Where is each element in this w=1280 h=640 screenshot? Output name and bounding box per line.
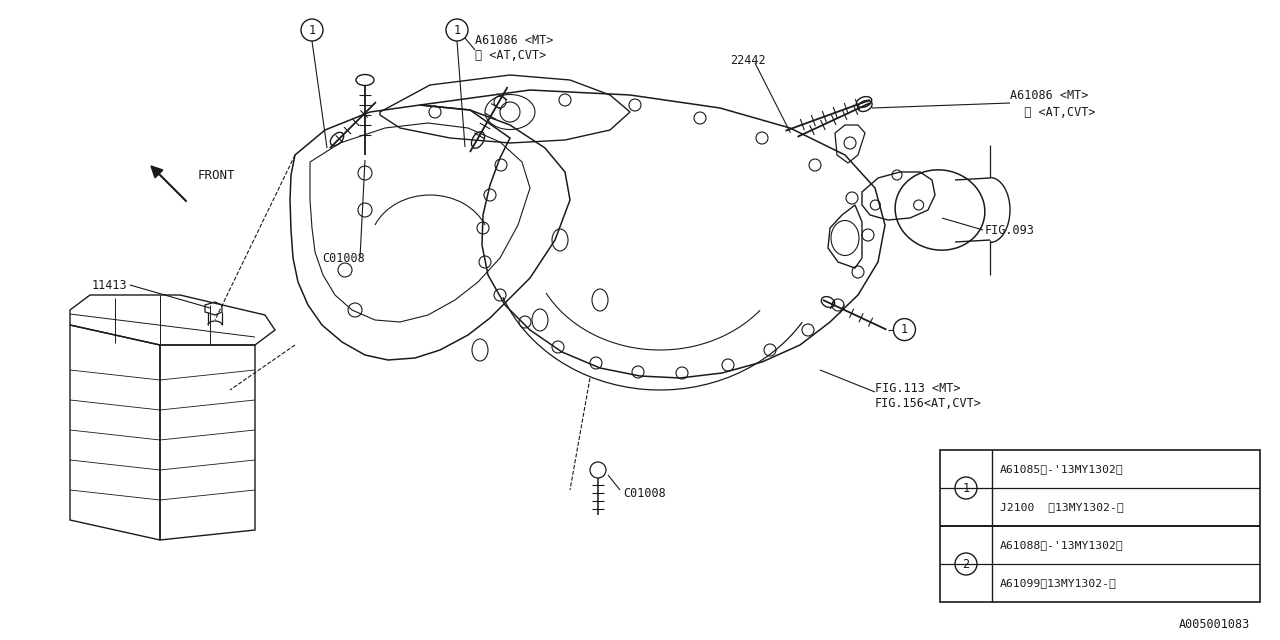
Text: J2100  （13MY1302-）: J2100 （13MY1302-）	[1000, 502, 1124, 512]
Text: FIG.113 <MT>: FIG.113 <MT>	[876, 381, 960, 394]
Text: A61088（-'13MY1302）: A61088（-'13MY1302）	[1000, 540, 1124, 550]
Text: A61085（-'13MY1302）: A61085（-'13MY1302）	[1000, 464, 1124, 474]
Text: A61099（13MY1302-）: A61099（13MY1302-）	[1000, 578, 1117, 588]
Text: 11413: 11413	[91, 278, 127, 291]
Text: A005001083: A005001083	[1179, 618, 1251, 632]
Text: 1: 1	[901, 323, 908, 336]
Text: FIG.093: FIG.093	[986, 223, 1034, 237]
Text: 22442: 22442	[730, 54, 765, 67]
Text: 1: 1	[963, 481, 969, 495]
Text: C01008: C01008	[623, 486, 666, 499]
Text: ① <AT,CVT>: ① <AT,CVT>	[475, 49, 547, 61]
Text: ② <AT,CVT>: ② <AT,CVT>	[1010, 106, 1096, 118]
Text: 2: 2	[963, 557, 969, 570]
Bar	[940, 450, 1260, 602]
Text: FIG.156<AT,CVT>: FIG.156<AT,CVT>	[876, 397, 982, 410]
Text: 1: 1	[453, 24, 461, 36]
Text: 1: 1	[308, 24, 316, 36]
Text: A61086 <MT>: A61086 <MT>	[475, 33, 553, 47]
Text: FRONT: FRONT	[198, 168, 236, 182]
Text: C01008: C01008	[323, 252, 365, 264]
Text: A61086 <MT>: A61086 <MT>	[1010, 88, 1088, 102]
